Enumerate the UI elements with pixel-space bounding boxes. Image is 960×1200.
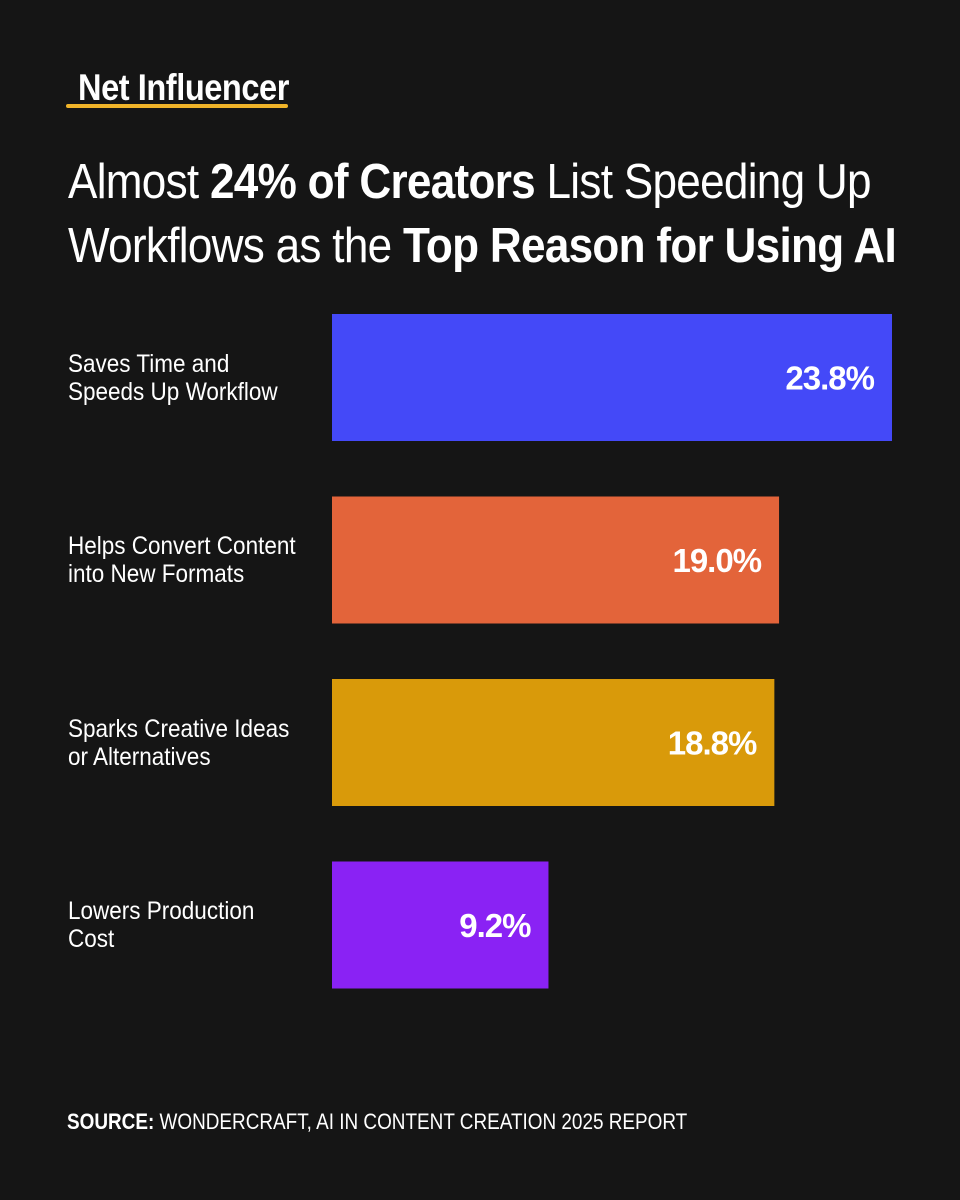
bar-3 <box>332 679 775 806</box>
title-line-1-pre: Almost <box>68 155 210 209</box>
bar-1 <box>332 314 892 441</box>
brand-logo: Net Influencer <box>78 67 289 108</box>
category-label-3-line-1: Sparks Creative Ideas <box>68 714 290 743</box>
title-line-2-pre: Workflows as the <box>68 219 403 273</box>
title-line-2-bold: Top Reason for Using AI <box>402 219 897 273</box>
bar-value-label-1: 23.8% <box>785 360 874 397</box>
category-label-1: Saves Time and Speeds Up Workflow <box>68 350 293 406</box>
title-line-1-post: List Speeding Up <box>534 155 871 209</box>
title-line-2: Workflows as the Top Reason for Using AI <box>68 214 897 278</box>
category-label-4: Lowers Production Cost <box>68 897 293 953</box>
category-label-4-line-2: Cost <box>68 925 115 953</box>
bar-value-label-2: 19.0% <box>672 542 761 579</box>
bar-2 <box>332 496 780 624</box>
category-label-1-line-1: Saves Time and <box>68 349 230 378</box>
title-line-1: Almost 24% of Creators List Speeding Up <box>68 150 878 214</box>
category-label-3-line-2: or Alternatives <box>68 742 211 771</box>
source-label: SOURCE: <box>67 1109 155 1134</box>
category-label-3: Sparks Creative Ideas or Alternatives <box>68 715 293 771</box>
category-label-1-line-2: Speeds Up Workflow <box>68 377 278 406</box>
category-label-2-line-1: Helps Convert Content <box>68 532 296 560</box>
bar-value-label-3: 18.8% <box>668 725 757 762</box>
category-label-2: Helps Convert Content into New Formats <box>68 532 296 588</box>
brand-underline <box>66 104 288 108</box>
title-line-1-bold: 24% of Creators <box>209 155 536 209</box>
category-label-2-line-2: into New Formats <box>68 560 245 588</box>
bar-value-label-4: 9.2% <box>459 907 531 944</box>
category-label-4-line-1: Lowers Production <box>68 897 255 925</box>
bar-4 <box>332 861 549 989</box>
source-text: WONDERCRAFT, AI IN CONTENT CREATION 2025… <box>154 1109 688 1134</box>
chart-title: Almost 24% of Creators List Speeding Up … <box>68 150 897 278</box>
source-note: SOURCE: WONDERCRAFT, AI IN CONTENT CREAT… <box>67 1108 687 1136</box>
